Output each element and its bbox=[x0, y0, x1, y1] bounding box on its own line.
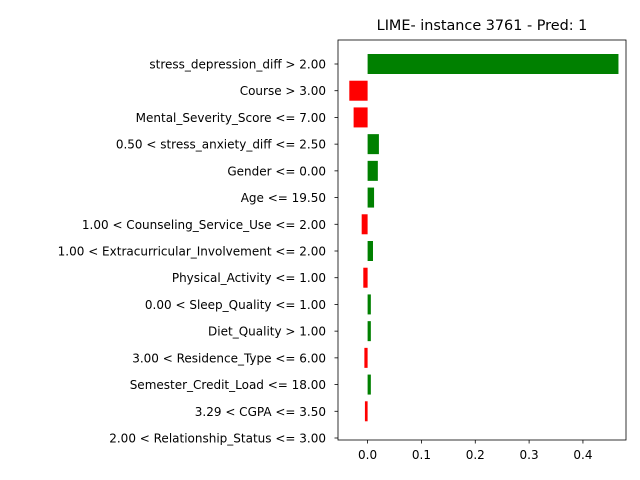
bar bbox=[367, 160, 378, 181]
y-tick-label: 2.00 < Relationship_Status <= 3.00 bbox=[109, 432, 326, 446]
bar bbox=[367, 294, 371, 315]
x-tick-label: 0.0 bbox=[358, 448, 377, 462]
y-tick-label: 3.00 < Residence_Type <= 6.00 bbox=[132, 351, 326, 365]
bar bbox=[367, 187, 375, 208]
bar bbox=[361, 214, 368, 235]
x-tick-label: 0.1 bbox=[412, 448, 431, 462]
bar bbox=[367, 241, 373, 261]
bar bbox=[353, 107, 368, 128]
bar bbox=[364, 347, 368, 368]
y-tick-label: Gender <= 0.00 bbox=[227, 164, 326, 178]
y-tick-label: 1.00 < Extracurricular_Involvement <= 2.… bbox=[58, 245, 326, 259]
y-tick-label: Mental_Severity_Score <= 7.00 bbox=[136, 111, 326, 125]
y-tick-label: Semester_Credit_Load <= 18.00 bbox=[130, 378, 326, 392]
bar bbox=[367, 321, 371, 342]
x-tick-label: 0.3 bbox=[520, 448, 539, 462]
x-axis-ticks: 0.0 0.1 0.2 0.3 0.4 bbox=[358, 440, 592, 462]
y-tick-label: Diet_Quality > 1.00 bbox=[208, 325, 326, 339]
x-tick-label: 0.2 bbox=[466, 448, 485, 462]
bar bbox=[367, 134, 379, 155]
bar bbox=[367, 374, 371, 395]
y-tick-label: 1.00 < Counseling_Service_Use <= 2.00 bbox=[82, 218, 326, 232]
bars-group bbox=[349, 54, 619, 422]
x-tick-label: 0.4 bbox=[573, 448, 592, 462]
y-tick-label: 0.50 < stress_anxiety_diff <= 2.50 bbox=[116, 138, 326, 152]
bar bbox=[349, 80, 368, 101]
y-axis-ticks: stress_depression_diff > 2.00 Course > 3.… bbox=[58, 58, 338, 446]
y-tick-label: 0.00 < Sleep_Quality <= 1.00 bbox=[145, 298, 326, 312]
y-tick-label: stress_depression_diff > 2.00 bbox=[149, 58, 326, 72]
bar bbox=[363, 267, 368, 288]
y-tick-label: 3.29 < CGPA <= 3.50 bbox=[195, 405, 326, 419]
y-tick-label: Age <= 19.50 bbox=[241, 191, 326, 205]
y-tick-label: Physical_Activity <= 1.00 bbox=[172, 271, 326, 285]
bar bbox=[367, 54, 619, 74]
plot-frame bbox=[337, 39, 627, 441]
y-tick-label: Course > 3.00 bbox=[240, 84, 326, 98]
bar bbox=[364, 401, 368, 422]
chart-title: LIME- instance 3761 - Pred: 1 bbox=[377, 18, 588, 34]
